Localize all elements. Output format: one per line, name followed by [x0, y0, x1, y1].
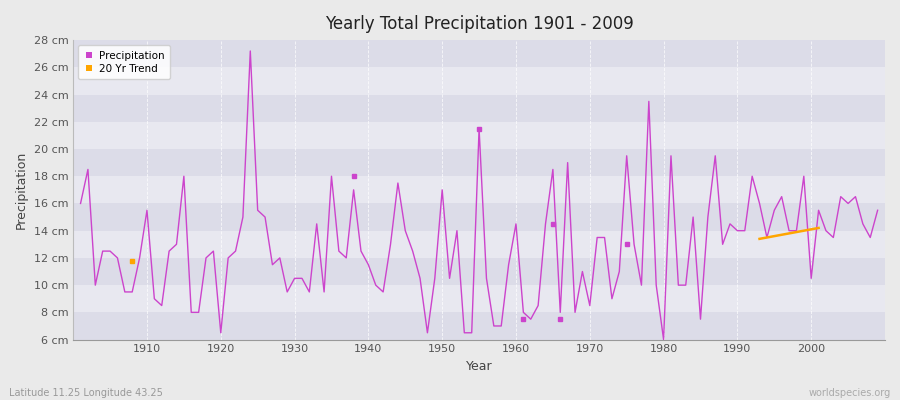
Bar — [73, 40, 885, 67]
Bar — [73, 312, 885, 340]
Bar — [73, 231, 885, 258]
Bar — [73, 149, 885, 176]
Bar — [73, 67, 885, 94]
Bar — [73, 258, 885, 285]
Legend: Precipitation, 20 Yr Trend: Precipitation, 20 Yr Trend — [78, 45, 170, 79]
X-axis label: Year: Year — [466, 360, 492, 373]
Bar — [73, 122, 885, 149]
Bar — [73, 94, 885, 122]
Bar — [73, 204, 885, 231]
Bar — [73, 285, 885, 312]
Title: Yearly Total Precipitation 1901 - 2009: Yearly Total Precipitation 1901 - 2009 — [325, 15, 634, 33]
Text: worldspecies.org: worldspecies.org — [809, 388, 891, 398]
Text: Latitude 11.25 Longitude 43.25: Latitude 11.25 Longitude 43.25 — [9, 388, 163, 398]
Bar — [73, 176, 885, 204]
Y-axis label: Precipitation: Precipitation — [15, 151, 28, 229]
